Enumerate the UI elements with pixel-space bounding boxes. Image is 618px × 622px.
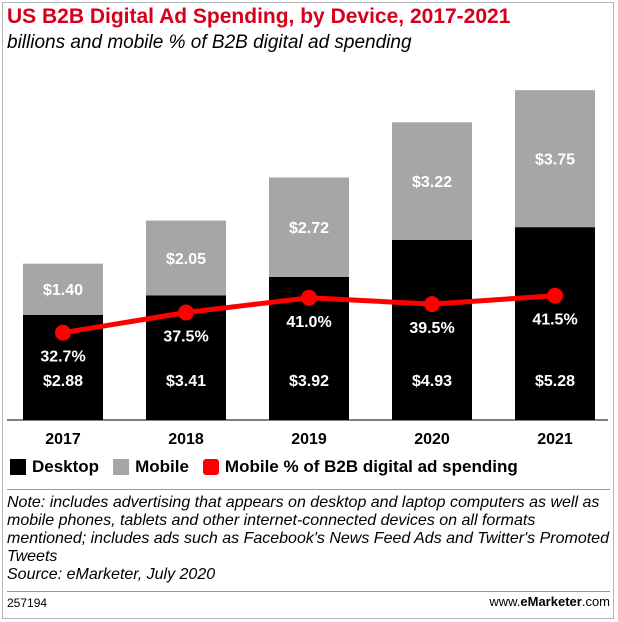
data-label-mobile-2021: $3.75 xyxy=(535,152,575,169)
chart-title: US B2B Digital Ad Spending, by Device, 2… xyxy=(7,5,511,28)
note-text: Note: includes advertising that appears … xyxy=(7,494,609,565)
chart-id: 257194 xyxy=(7,596,48,610)
bar-desktop-2021 xyxy=(515,227,595,420)
note-divider xyxy=(7,489,610,490)
source-text: Source: eMarketer, July 2020 xyxy=(7,566,216,583)
legend-label-desktop: Desktop xyxy=(32,457,100,476)
legend-item-mobile-pct: Mobile % of B2B digital ad spending xyxy=(202,457,518,477)
brand-name: eMarketer xyxy=(520,594,582,609)
chart-note: Note: includes advertising that appears … xyxy=(7,494,612,584)
x-tick-label-2017: 2017 xyxy=(45,431,81,448)
data-label-mobile-pct-2021: 41.5% xyxy=(532,312,577,329)
data-label-mobile-pct-2020: 39.5% xyxy=(409,320,454,337)
footer-divider xyxy=(7,591,610,592)
data-label-desktop-2021: $5.28 xyxy=(535,373,575,390)
data-label-mobile-2017: $1.40 xyxy=(43,282,83,299)
x-tick-label-2021: 2021 xyxy=(537,431,573,448)
legend-label-mobile: Mobile xyxy=(135,457,189,476)
brand-prefix: www. xyxy=(489,594,521,609)
brand-link[interactable]: www.eMarketer.com xyxy=(489,594,610,609)
x-tick-label-2020: 2020 xyxy=(414,431,450,448)
data-label-mobile-2019: $2.72 xyxy=(289,220,329,237)
point-mobile-pct-2018 xyxy=(178,304,194,321)
data-label-desktop-2018: $3.41 xyxy=(166,373,206,390)
data-label-desktop-2017: $2.88 xyxy=(43,373,83,390)
brand-suffix: .com xyxy=(581,594,610,609)
chart-legend: Desktop Mobile Mobile % of B2B digital a… xyxy=(10,456,532,478)
x-tick-label-2019: 2019 xyxy=(291,431,327,448)
legend-swatch-mobile-pct xyxy=(202,459,219,475)
bar-desktop-2020 xyxy=(392,239,472,420)
chart-subtitle: billions and mobile % of B2B digital ad … xyxy=(7,32,412,53)
point-mobile-pct-2020 xyxy=(424,296,440,313)
bar-mobile-2018 xyxy=(146,220,226,296)
bar-mobile-2019 xyxy=(269,177,349,277)
legend-swatch-mobile xyxy=(113,459,130,475)
x-tick-label-2018: 2018 xyxy=(168,431,204,448)
data-label-mobile-pct-2017: 32.7% xyxy=(40,349,85,366)
point-mobile-pct-2019 xyxy=(301,289,317,306)
data-label-mobile-pct-2019: 41.0% xyxy=(286,314,331,331)
bar-mobile-2020 xyxy=(392,122,472,240)
data-label-mobile-2018: $2.05 xyxy=(166,251,206,268)
legend-item-mobile: Mobile xyxy=(113,457,189,477)
bar-mobile-2021 xyxy=(515,90,595,228)
stacked-bar-chart: $1.40 $2.88 2017 $2.05 $3.41 2018 $2.72 $3.92 20… xyxy=(7,90,608,448)
point-mobile-pct-2017 xyxy=(55,324,71,341)
legend-swatch-desktop xyxy=(10,459,26,475)
legend-label-mobile-pct: Mobile % of B2B digital ad spending xyxy=(224,457,518,476)
bar-mobile-2017 xyxy=(23,263,103,315)
data-label-mobile-2020: $3.22 xyxy=(412,174,452,191)
data-label-desktop-2019: $3.92 xyxy=(289,373,329,390)
data-label-desktop-2020: $4.93 xyxy=(412,373,452,390)
data-label-mobile-pct-2018: 37.5% xyxy=(163,329,208,346)
legend-item-desktop: Desktop xyxy=(10,457,99,477)
point-mobile-pct-2021 xyxy=(547,287,563,304)
